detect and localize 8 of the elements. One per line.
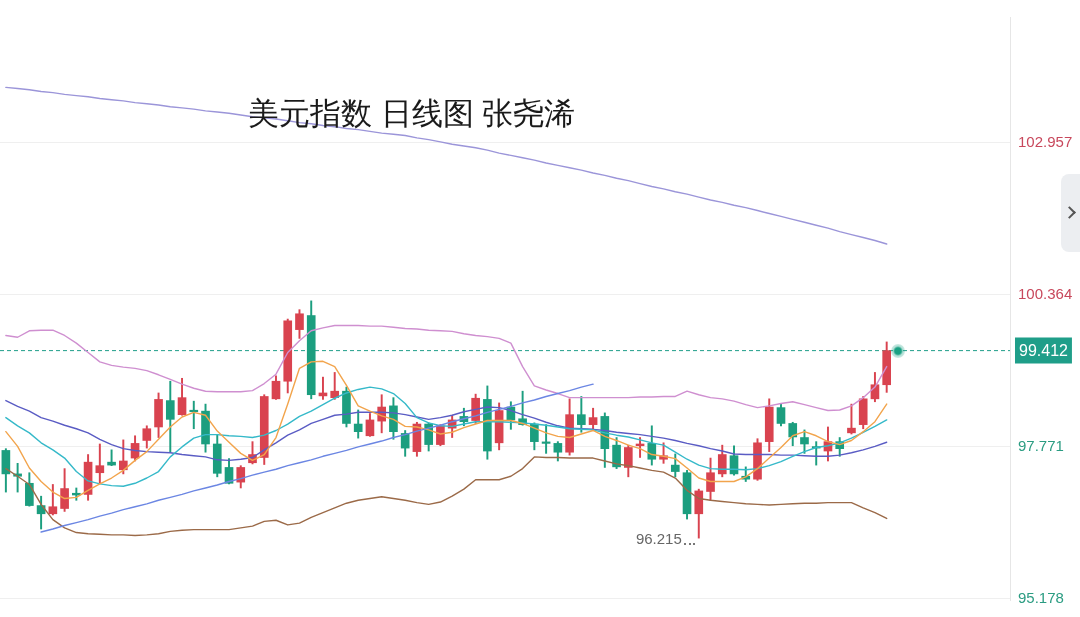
text: 美元指数 日线图 张尧浠 <box>248 95 576 133</box>
ref-line-label: 99.412 <box>1019 342 1069 360</box>
annotation: 96.215 <box>635 530 682 548</box>
y-tick-label: 102.957 <box>1018 132 1073 150</box>
y-tick-label: 100.364 <box>1018 284 1073 302</box>
y-tick-label: 97.771 <box>1018 437 1064 454</box>
candlestick <box>189 400 199 430</box>
y-tick-label: 95.178 <box>1018 589 1064 607</box>
